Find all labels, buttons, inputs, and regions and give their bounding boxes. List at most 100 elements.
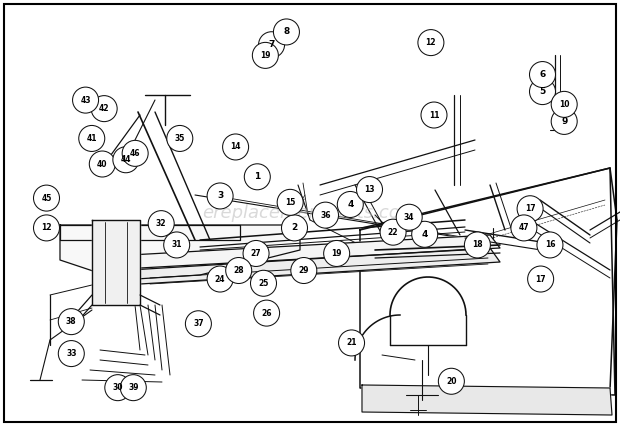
Circle shape	[105, 374, 131, 401]
Circle shape	[79, 125, 105, 152]
Circle shape	[517, 196, 543, 222]
Circle shape	[511, 215, 537, 241]
Text: 43: 43	[81, 95, 91, 105]
Text: 8: 8	[283, 27, 290, 37]
Text: 40: 40	[97, 159, 107, 169]
Text: 14: 14	[231, 142, 241, 152]
Polygon shape	[60, 225, 300, 280]
Circle shape	[464, 232, 490, 258]
Text: 28: 28	[233, 266, 244, 275]
Text: 39: 39	[128, 383, 138, 392]
Text: ereplacementparts.com: ereplacementparts.com	[202, 204, 418, 222]
Circle shape	[33, 215, 60, 241]
Text: 19: 19	[332, 249, 342, 258]
Circle shape	[113, 147, 139, 173]
Text: 27: 27	[250, 249, 262, 258]
Text: 10: 10	[559, 100, 569, 109]
Circle shape	[122, 140, 148, 167]
Circle shape	[339, 330, 365, 356]
Text: 37: 37	[193, 319, 204, 328]
Text: 45: 45	[42, 193, 51, 203]
Polygon shape	[60, 225, 240, 240]
Text: 30: 30	[113, 383, 123, 392]
Text: 16: 16	[545, 240, 555, 250]
Text: 44: 44	[121, 155, 131, 164]
Circle shape	[33, 185, 60, 211]
Text: 3: 3	[217, 191, 223, 201]
Text: 5: 5	[539, 87, 546, 96]
Circle shape	[281, 215, 308, 241]
Circle shape	[418, 29, 444, 56]
Text: 12: 12	[426, 38, 436, 47]
Circle shape	[528, 266, 554, 292]
Polygon shape	[360, 168, 615, 395]
Text: 4: 4	[347, 200, 353, 209]
Circle shape	[58, 308, 84, 335]
Text: 2: 2	[291, 223, 298, 233]
Text: 15: 15	[285, 198, 295, 207]
Polygon shape	[130, 235, 500, 268]
Text: 36: 36	[321, 210, 330, 220]
Text: 18: 18	[472, 240, 483, 250]
Text: 38: 38	[66, 317, 77, 326]
Text: 17: 17	[525, 204, 536, 213]
Circle shape	[337, 191, 363, 218]
Circle shape	[324, 240, 350, 267]
Polygon shape	[362, 385, 612, 415]
Text: 12: 12	[42, 223, 51, 233]
Text: 25: 25	[259, 279, 268, 288]
Circle shape	[58, 340, 84, 367]
Circle shape	[223, 134, 249, 160]
Text: 24: 24	[215, 274, 225, 284]
Text: 34: 34	[404, 213, 414, 222]
Circle shape	[120, 374, 146, 401]
Text: 11: 11	[429, 110, 439, 120]
Circle shape	[537, 232, 563, 258]
Text: 31: 31	[172, 240, 182, 250]
Circle shape	[312, 202, 339, 228]
Circle shape	[164, 232, 190, 258]
Text: 1: 1	[254, 172, 260, 181]
Circle shape	[273, 19, 299, 45]
Circle shape	[244, 164, 270, 190]
Circle shape	[250, 270, 277, 296]
Text: 21: 21	[347, 338, 356, 348]
Circle shape	[529, 61, 556, 88]
Circle shape	[167, 125, 193, 152]
Circle shape	[252, 42, 278, 69]
Circle shape	[291, 257, 317, 284]
Circle shape	[185, 311, 211, 337]
Circle shape	[73, 87, 99, 113]
Text: 17: 17	[535, 274, 546, 284]
Polygon shape	[130, 248, 500, 284]
Circle shape	[396, 204, 422, 230]
Circle shape	[226, 257, 252, 284]
Circle shape	[551, 108, 577, 135]
Polygon shape	[92, 220, 140, 305]
Circle shape	[207, 266, 233, 292]
Circle shape	[89, 151, 115, 177]
Text: 13: 13	[365, 185, 374, 194]
Text: 20: 20	[446, 377, 456, 386]
Circle shape	[356, 176, 383, 203]
Circle shape	[207, 183, 233, 209]
Circle shape	[438, 368, 464, 394]
Circle shape	[380, 219, 406, 245]
Text: 6: 6	[539, 70, 546, 79]
Text: 7: 7	[268, 40, 275, 49]
Circle shape	[243, 240, 269, 267]
Text: 26: 26	[262, 308, 272, 318]
Text: 42: 42	[99, 104, 109, 113]
Text: 29: 29	[299, 266, 309, 275]
Text: 47: 47	[518, 223, 529, 233]
Text: 22: 22	[388, 227, 398, 237]
Circle shape	[259, 32, 285, 58]
Circle shape	[148, 210, 174, 237]
Circle shape	[277, 189, 303, 216]
Text: 46: 46	[130, 149, 140, 158]
Circle shape	[551, 91, 577, 118]
Text: 35: 35	[175, 134, 185, 143]
Text: 33: 33	[66, 349, 76, 358]
Circle shape	[412, 221, 438, 248]
Text: 19: 19	[260, 51, 270, 60]
